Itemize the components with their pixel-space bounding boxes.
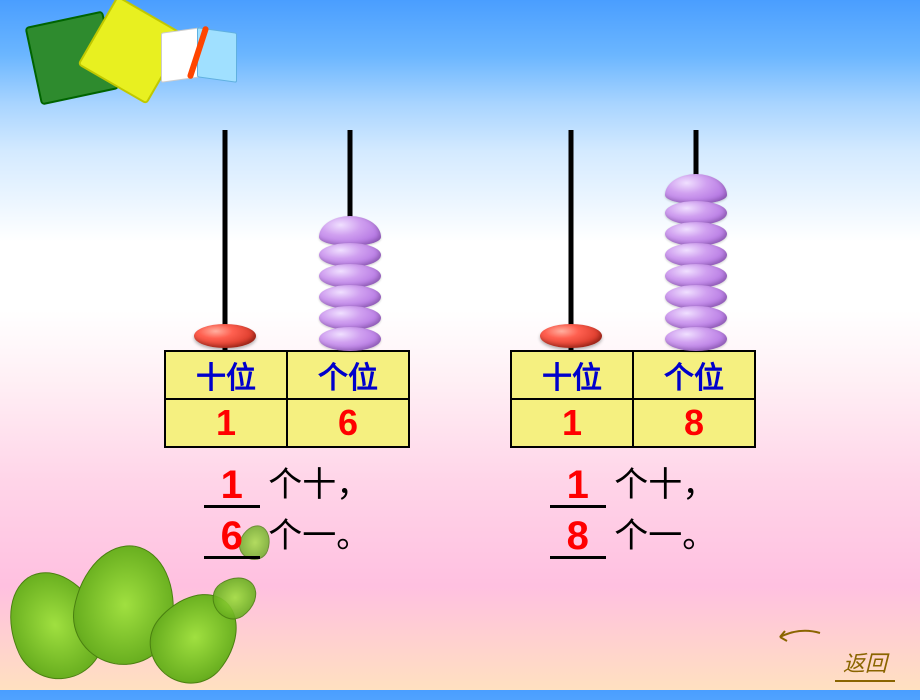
ones-beads-1 <box>319 216 381 348</box>
purple-bead <box>665 327 727 351</box>
tens-beads-2 <box>540 324 602 348</box>
tens-count-2: 1 <box>550 465 606 508</box>
ones-rod-1 <box>300 130 400 350</box>
red-bead <box>194 324 256 348</box>
abacus-rods-1 <box>175 130 400 350</box>
purple-bead <box>665 174 727 204</box>
place-table-1: 十位 个位 1 6 <box>164 350 410 448</box>
book-decoration <box>155 20 255 90</box>
purple-bead <box>319 327 381 351</box>
ones-unit-1: 个一。 <box>268 518 370 555</box>
ones-digit-2: 8 <box>633 399 755 447</box>
ones-digit-1: 6 <box>287 399 409 447</box>
purple-bead <box>319 216 381 246</box>
main-content: 十位 个位 1 6 1 个十， 6 个一。 <box>0 130 920 620</box>
red-bead <box>540 324 602 348</box>
corner-decoration <box>20 10 270 110</box>
ones-header-2: 个位 <box>633 351 755 399</box>
sentence-1: 1 个十， 6 个一。 <box>204 460 371 562</box>
tens-beads-1 <box>194 324 256 348</box>
tens-digit-1: 1 <box>165 399 287 447</box>
ones-beads-2 <box>665 174 727 348</box>
tens-rod-1 <box>175 130 275 350</box>
tens-header-1: 十位 <box>165 351 287 399</box>
abacus-rods-2 <box>521 130 746 350</box>
ones-count-2: 8 <box>550 516 606 559</box>
ones-rod-2 <box>646 130 746 350</box>
ones-unit-2: 个一。 <box>614 518 716 555</box>
sentence-2: 1 个十， 8 个一。 <box>550 460 717 562</box>
tens-unit-1: 个十， <box>268 467 370 504</box>
ones-count-1: 6 <box>204 516 260 559</box>
abacus-group-1: 十位 个位 1 6 1 个十， 6 个一。 <box>164 130 410 620</box>
place-table-2: 十位 个位 1 8 <box>510 350 756 448</box>
tens-digit-2: 1 <box>511 399 633 447</box>
tens-unit-2: 个十， <box>614 467 716 504</box>
tens-count-1: 1 <box>204 465 260 508</box>
ones-header-1: 个位 <box>287 351 409 399</box>
abacus-group-2: 十位 个位 1 8 1 个十， 8 个一。 <box>510 130 756 620</box>
return-arrow-icon <box>765 625 825 655</box>
tens-header-2: 十位 <box>511 351 633 399</box>
tens-rod-2 <box>521 130 621 350</box>
return-button[interactable]: 返回 <box>835 644 895 682</box>
